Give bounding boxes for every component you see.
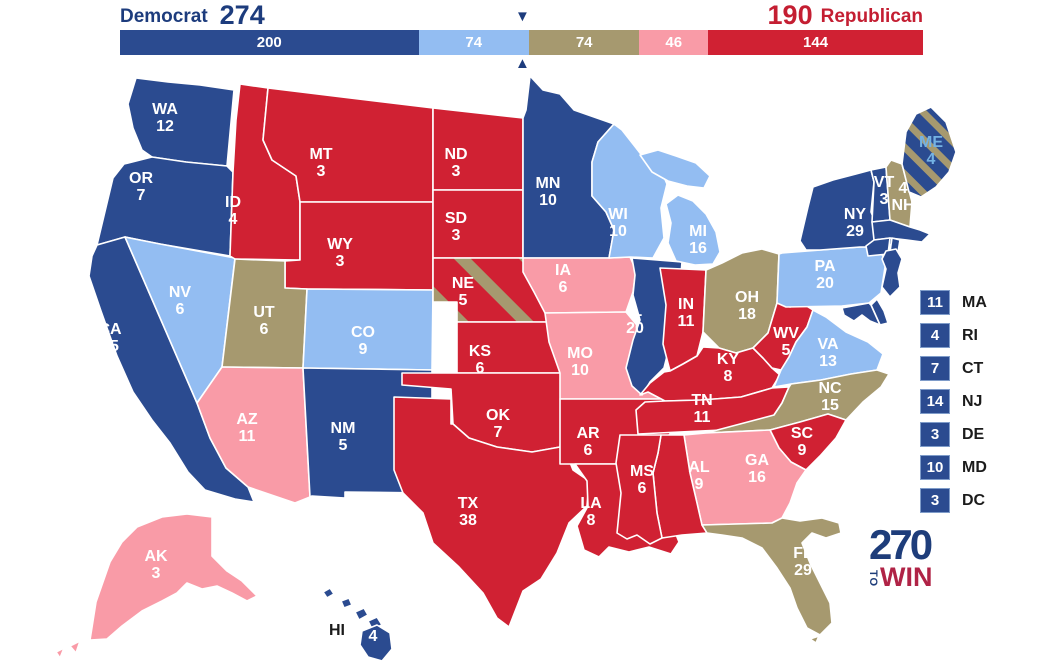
small-state-row-dc: 3 DC — [920, 488, 987, 513]
small-state-square-ma[interactable]: 11 — [920, 290, 950, 315]
state-hi[interactable] — [340, 597, 353, 609]
ev-bar-segment-safe_dem: 200 — [120, 30, 419, 55]
small-state-label-ri: RI — [962, 327, 978, 344]
small-state-row-md: 10 MD — [920, 455, 987, 480]
ev-bar-segment-tossup: 74 — [528, 30, 640, 55]
logo-to-text: TO — [867, 570, 879, 588]
state-me[interactable] — [901, 106, 957, 198]
small-state-square-ct[interactable]: 7 — [920, 356, 950, 381]
state-wi[interactable] — [591, 123, 668, 259]
small-state-square-md[interactable]: 10 — [920, 455, 950, 480]
small-states-list: 11 MA 4 RI 7 CT 14 NJ 3 DE 10 MD 3 DC — [920, 290, 987, 513]
small-state-row-nj: 14 NJ — [920, 389, 987, 414]
state-wy[interactable] — [284, 201, 434, 291]
state-mi[interactable] — [665, 194, 721, 266]
ev-bar-segment-lean_rep: 46 — [639, 30, 709, 55]
small-state-label-de: DE — [962, 426, 985, 443]
logo-win-text: WIN — [880, 562, 933, 592]
small-state-label-ma: MA — [962, 294, 987, 311]
small-state-label-ct: CT — [962, 360, 984, 377]
democrat-label: Democrat — [120, 6, 208, 27]
state-ms[interactable] — [615, 434, 663, 545]
logo-270-text: 270 — [869, 521, 933, 568]
state-wa[interactable] — [127, 77, 235, 167]
state-hi[interactable] — [322, 587, 335, 599]
ev-bar-segment-lean_dem: 74 — [418, 30, 529, 55]
270towin-logo[interactable]: 270 TO WIN — [867, 521, 959, 592]
state-mi[interactable] — [639, 149, 711, 189]
state-ak[interactable] — [89, 513, 258, 641]
small-state-square-ri[interactable]: 4 — [920, 323, 950, 348]
state-nd[interactable] — [432, 107, 524, 191]
democrat-total: 274 — [219, 0, 265, 30]
state-hi[interactable] — [359, 624, 393, 662]
state-tx[interactable] — [393, 396, 590, 628]
republican-label: Republican — [820, 6, 923, 27]
state-mt[interactable] — [262, 87, 434, 203]
state-nj[interactable] — [881, 248, 903, 298]
state-fl[interactable] — [701, 517, 842, 636]
state-ak[interactable] — [55, 647, 65, 659]
electoral-vote-bar: 200 74 74 46 144 — [120, 30, 923, 55]
small-state-row-ri: 4 RI — [920, 323, 987, 348]
small-state-label-dc: DC — [962, 492, 986, 509]
small-state-label-md: MD — [962, 459, 987, 476]
state-md[interactable] — [841, 302, 881, 326]
small-state-square-dc[interactable]: 3 — [920, 488, 950, 513]
win-threshold-marker-up-icon: ▲ — [515, 55, 530, 72]
democrat-header: Democrat 274 — [120, 0, 265, 30]
small-state-square-de[interactable]: 3 — [920, 422, 950, 447]
republican-header: 190 Republican — [767, 0, 923, 30]
state-ia[interactable] — [522, 256, 637, 314]
small-state-row-ct: 7 CT — [920, 356, 987, 381]
republican-total: 190 — [767, 0, 813, 30]
state-sd[interactable] — [432, 189, 524, 259]
win-threshold-marker-down-icon: ▼ — [515, 8, 530, 25]
state-ak[interactable] — [69, 640, 81, 654]
state-hi[interactable] — [354, 607, 369, 621]
ev-bar-segment-safe_rep: 144 — [708, 30, 923, 55]
small-state-row-ma: 11 MA — [920, 290, 987, 315]
small-state-label-nj: NJ — [962, 393, 983, 410]
state-label-hi-abbr: HI — [329, 622, 345, 639]
state-co[interactable] — [302, 288, 434, 371]
small-state-row-de: 3 DE — [920, 422, 987, 447]
small-state-square-nj[interactable]: 14 — [920, 389, 950, 414]
state-ct[interactable] — [865, 237, 891, 257]
state-fl[interactable] — [809, 635, 820, 644]
